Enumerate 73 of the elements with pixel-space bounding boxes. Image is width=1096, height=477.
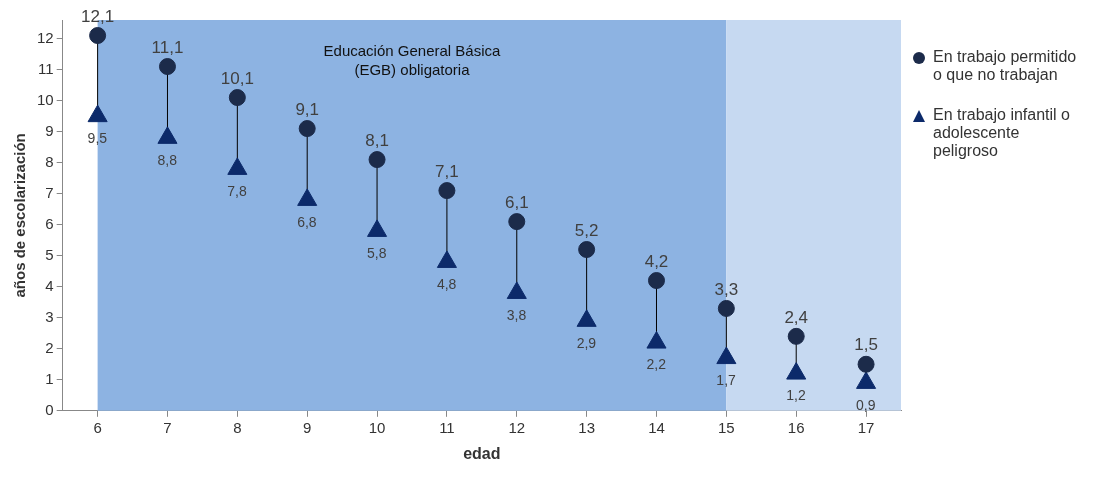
y-tick-label: 4 [45, 276, 54, 294]
y-tick-label: 0 [45, 400, 54, 418]
data-label: 1,2 [786, 387, 806, 404]
x-tick-label: 15 [718, 418, 735, 436]
x-tick-label: 9 [303, 418, 312, 436]
data-label: 10,1 [220, 68, 254, 88]
x-tick-label: 6 [93, 418, 102, 436]
y-tick-label: 1 [45, 369, 54, 387]
y-tick-label: 6 [45, 214, 54, 232]
legend-label: En trabajo infantil o adolescente peligroso [933, 106, 1071, 160]
x-tick-label: 7 [163, 418, 172, 436]
x-tick-label: 10 [368, 418, 386, 436]
point [787, 327, 805, 345]
data-label: 6,8 [297, 213, 317, 230]
x-tick-label: 13 [578, 418, 595, 436]
x-tick-label: 17 [857, 418, 875, 436]
x-tick-label: 8 [233, 418, 242, 436]
data-label: 6,1 [504, 192, 529, 212]
point [436, 250, 457, 268]
point [368, 151, 386, 169]
point [508, 213, 526, 231]
point [158, 58, 176, 76]
point [786, 362, 807, 380]
point [89, 27, 107, 45]
data-label: 12,1 [81, 6, 115, 26]
y-tick-label: 5 [45, 245, 54, 263]
point [578, 241, 596, 259]
point [298, 120, 316, 138]
y-tick-label: 3 [45, 307, 54, 325]
point [506, 281, 527, 299]
y-tick-label: 12 [37, 28, 54, 46]
y-tick-label: 2 [45, 338, 54, 356]
data-label: 2,9 [576, 334, 597, 351]
y-tick-label: 10 [37, 90, 54, 108]
data-label: 0,9 [856, 396, 876, 413]
point [438, 182, 456, 200]
point [576, 309, 597, 327]
data-label: 9,1 [295, 99, 320, 119]
band-label: Educación General Básica (EGB) obligatoria [323, 41, 502, 78]
x-tick-label: 11 [439, 418, 455, 436]
x-axis-title: edad [463, 444, 501, 462]
data-label: 8,8 [157, 151, 178, 168]
x-tick-label: 14 [648, 418, 665, 436]
y-tick-label: 11 [38, 59, 54, 77]
x-tick-label: 12 [508, 418, 526, 436]
y-tick-label: 7 [45, 183, 54, 201]
data-label: 5,8 [367, 244, 387, 261]
data-label: 7,1 [435, 161, 459, 181]
data-label: 9,5 [87, 130, 108, 147]
data-label: 8,1 [365, 130, 389, 150]
data-label: 4,2 [644, 251, 669, 271]
point [228, 89, 246, 107]
data-label: 7,8 [227, 182, 248, 199]
data-label: 2,4 [784, 307, 809, 327]
y-axis-title: años de escolarización [11, 133, 29, 298]
point [647, 272, 665, 290]
data-label: 1,7 [716, 371, 737, 388]
point [857, 355, 875, 373]
data-label: 3,8 [506, 306, 527, 323]
x-tick-label: 16 [787, 418, 805, 436]
point [717, 299, 735, 317]
data-label: 4,8 [436, 275, 457, 292]
point [856, 371, 877, 389]
data-label: 11,1 [151, 37, 184, 57]
data-label: 3,3 [714, 279, 739, 299]
data-label: 2,2 [646, 356, 667, 373]
data-label: 1,5 [854, 335, 878, 355]
legend-label: En trabajo permitido o que no trabajan [933, 48, 1078, 84]
point [716, 346, 737, 365]
y-tick-label: 8 [45, 152, 54, 170]
point [646, 331, 667, 349]
y-tick-label: 9 [45, 121, 54, 139]
data-label: 5,2 [574, 220, 599, 240]
